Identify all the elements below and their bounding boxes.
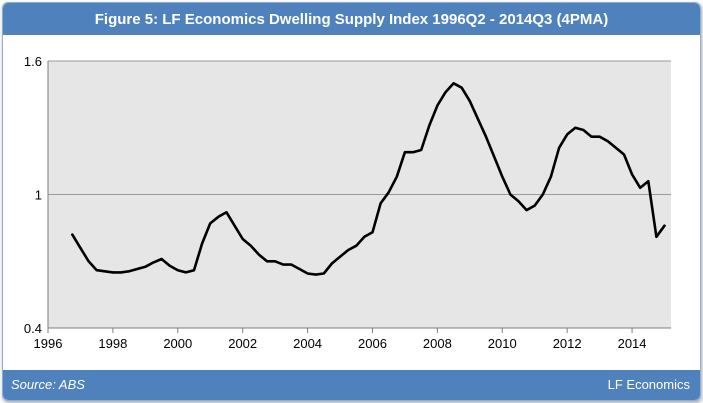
x-tick-label-2002: 2002 xyxy=(228,336,257,351)
y-tick-label-0.4: 0.4 xyxy=(24,321,42,336)
x-tick-label-2004: 2004 xyxy=(293,336,322,351)
y-tick-label-1.6: 1.6 xyxy=(24,54,42,69)
x-tick-label-1998: 1998 xyxy=(98,336,127,351)
brand-label: LF Economics xyxy=(607,377,690,392)
x-tick-label-2014: 2014 xyxy=(618,336,647,351)
series-layer xyxy=(71,81,666,276)
grid-lines xyxy=(48,60,671,195)
x-tick-label-2008: 2008 xyxy=(423,336,452,351)
series-line-0 xyxy=(71,81,666,276)
axes xyxy=(47,61,671,333)
x-tick-label-1996: 1996 xyxy=(34,336,63,351)
source-note: Source: ABS xyxy=(11,377,85,392)
y-tick-label-1: 1 xyxy=(35,188,42,203)
x-tick-labels: 1996 1998 2000 2002 2004 2006 2008 2010 2012 2014 xyxy=(34,336,647,351)
chart-area: 0.4 1 1.6 1996 1998 2000 2002 2004 2006 2008 2010… xyxy=(24,54,671,351)
x-tick-label-2006: 2006 xyxy=(358,336,387,351)
x-tick-label-2012: 2012 xyxy=(553,336,582,351)
x-tick-label-2000: 2000 xyxy=(163,336,192,351)
x-tick-label-2010: 2010 xyxy=(488,336,517,351)
chart-footer: Source: ABS LF Economics xyxy=(3,370,700,400)
y-tick-labels: 0.4 1 1.6 xyxy=(24,54,42,336)
chart-title: Figure 5: LF Economics Dwelling Supply I… xyxy=(3,3,700,35)
